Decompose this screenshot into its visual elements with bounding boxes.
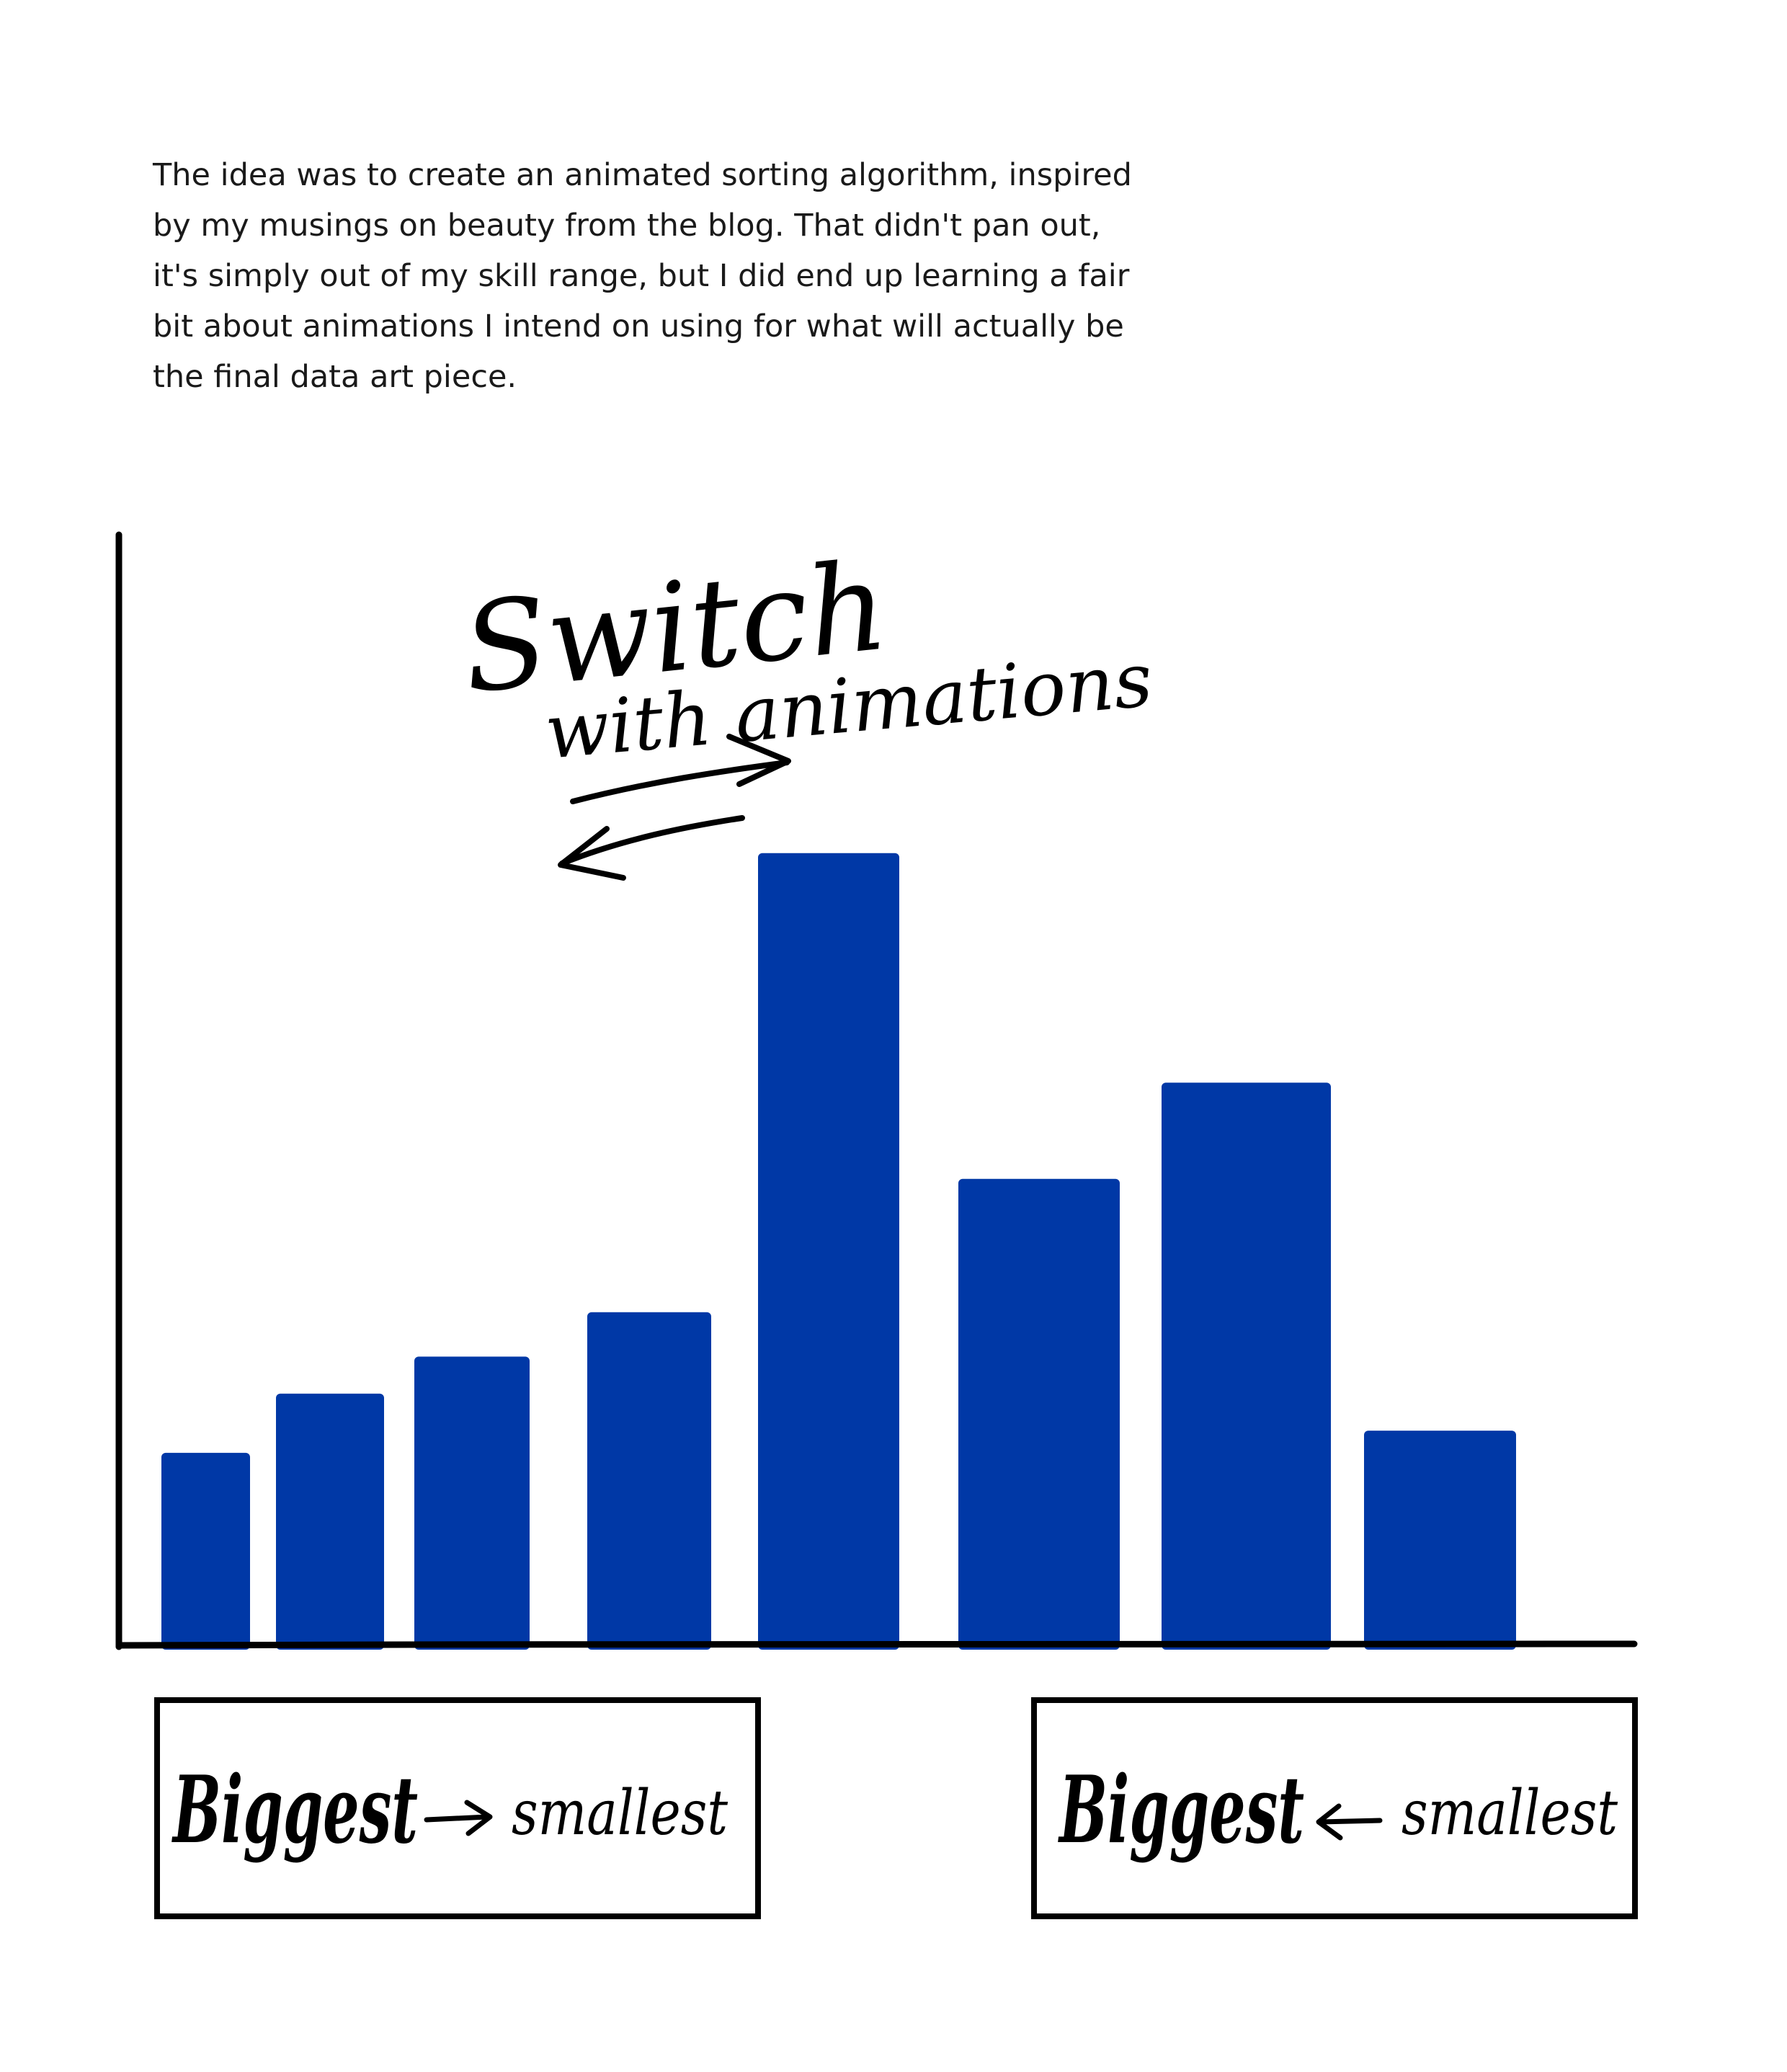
bar-series	[161, 853, 1516, 1650]
bar	[414, 1356, 530, 1650]
bar	[276, 1393, 384, 1650]
intro-paragraph: The idea was to create an animated sorti…	[153, 150, 1198, 402]
arrow-right-icon	[424, 1800, 493, 1836]
button-label-smallest: smallest	[512, 1777, 728, 1849]
intro-line: it's simply out of my skill range, but I…	[153, 258, 1130, 294]
bar	[1162, 1082, 1331, 1650]
bar	[758, 853, 899, 1650]
sort-biggest-to-smallest-button[interactable]: Biggest smallest	[154, 1697, 761, 1919]
button-label-biggest: Biggest	[171, 1756, 418, 1864]
swap-arrows-icon	[558, 734, 791, 881]
sort-smallest-to-biggest-button[interactable]: Biggest smallest	[1031, 1697, 1638, 1919]
bar	[958, 1178, 1120, 1650]
arrow-left-icon	[1316, 1803, 1383, 1841]
intro-line: the final data art piece.	[153, 359, 517, 395]
button-frame	[154, 1697, 761, 1919]
bar	[587, 1312, 711, 1650]
intro-line: The idea was to create an animated sorti…	[153, 157, 1132, 193]
intro-line: by my musings on beauty from the blog. T…	[153, 208, 1101, 244]
intro-line: bit about animations I intend on using f…	[153, 308, 1124, 344]
button-label-biggest: Biggest	[1058, 1756, 1304, 1864]
bar	[161, 1452, 250, 1650]
x-axis	[115, 1640, 1638, 1649]
bar	[1364, 1431, 1516, 1650]
button-label-smallest: smallest	[1401, 1777, 1618, 1849]
